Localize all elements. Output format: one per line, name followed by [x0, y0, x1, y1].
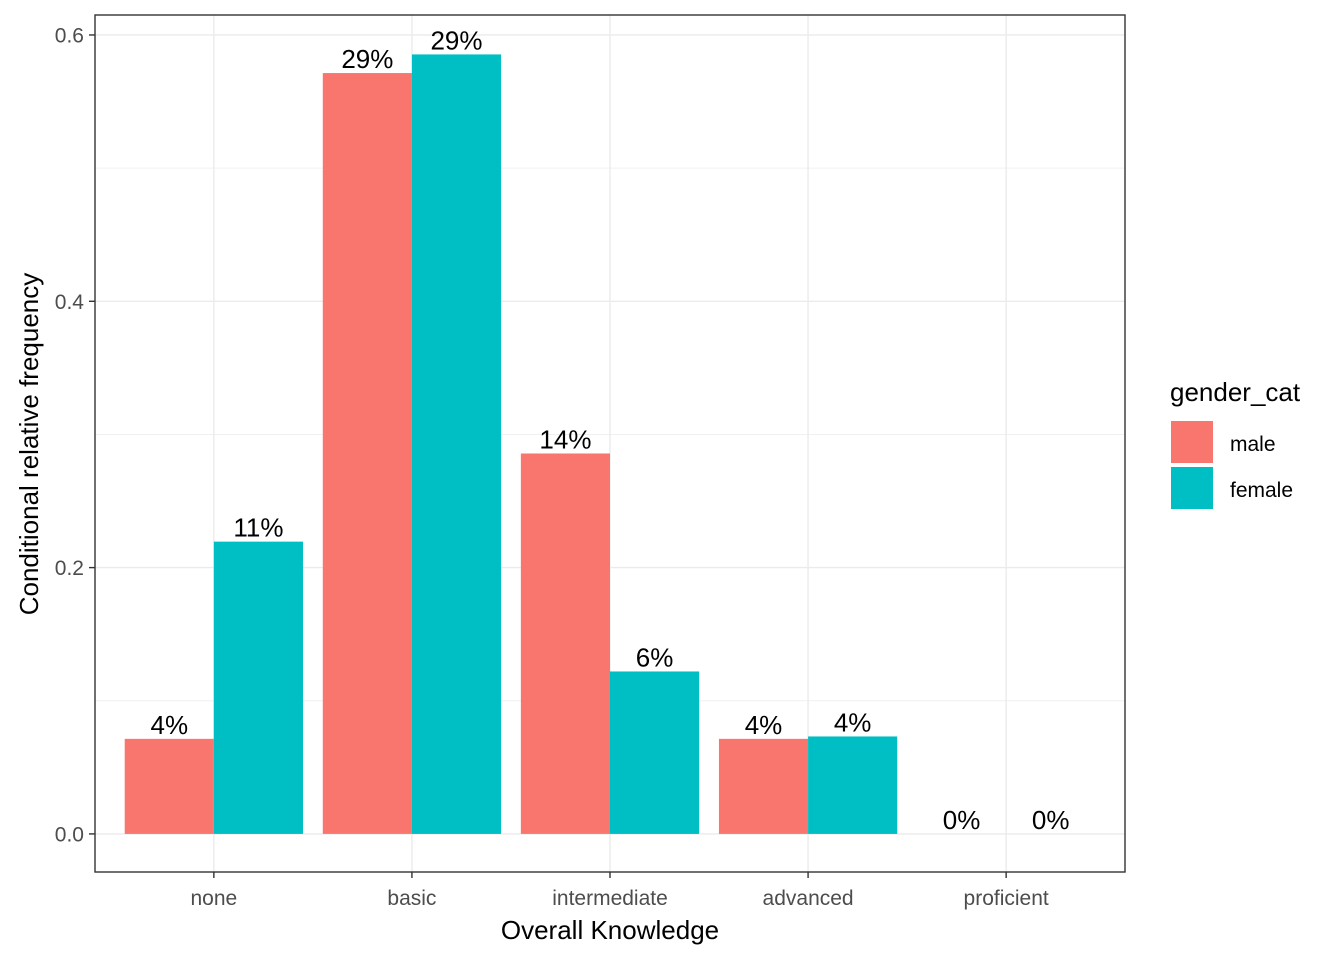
- bar-label-female-none: 11%: [233, 513, 283, 543]
- bar-female-intermediate: [610, 671, 700, 834]
- bars: [124, 54, 898, 834]
- x-tick-label-advanced: advanced: [763, 887, 854, 910]
- bar-label-male-basic: 29%: [341, 44, 393, 74]
- x-axis-title: Overall Knowledge: [501, 915, 719, 945]
- x-tick-label-basic: basic: [387, 887, 436, 910]
- bar-label-male-intermediate: 14%: [539, 424, 591, 454]
- x-tick-label-intermediate: intermediate: [552, 887, 668, 910]
- x-tick-label-none: none: [190, 887, 237, 910]
- bar-female-basic: [411, 54, 502, 834]
- bar-label-male-proficient: 0%: [943, 805, 981, 835]
- x-tick-label-proficient: proficient: [964, 887, 1049, 910]
- bar-label-male-none: 4%: [150, 710, 188, 740]
- y-tick-label: 0.0: [55, 823, 84, 846]
- y-tick-label: 0.2: [55, 557, 84, 580]
- legend-title: gender_cat: [1170, 377, 1301, 407]
- legend-label-female: female: [1230, 479, 1293, 502]
- y-axis: 0.0 0.2 0.4 0.6: [55, 24, 95, 846]
- bar-male-none: [124, 738, 214, 834]
- bar-label-female-advanced: 4%: [834, 707, 872, 737]
- bar-male-intermediate: [520, 453, 610, 834]
- bar-label-female-basic: 29%: [430, 25, 482, 55]
- legend-key-male: [1171, 421, 1213, 463]
- bar-male-advanced: [718, 738, 809, 834]
- legend-label-male: male: [1230, 433, 1276, 456]
- bar-female-advanced: [808, 736, 898, 834]
- bar-labels: 4% 11% 29% 29% 14% 6% 4% 4% 0% 0%: [150, 25, 1069, 835]
- bar-label-male-advanced: 4%: [745, 710, 783, 740]
- bar-female-none: [213, 541, 303, 834]
- y-axis-title: Conditional relative frequency: [14, 273, 44, 616]
- y-tick-label: 0.6: [55, 24, 84, 47]
- y-tick-label: 0.4: [55, 291, 85, 314]
- bar-label-female-intermediate: 6%: [636, 642, 674, 672]
- legend-key-female: [1171, 467, 1213, 509]
- legend: gender_cat male female: [1170, 377, 1301, 509]
- x-axis: none basic intermediate advanced proficient: [190, 872, 1049, 910]
- bar-male-basic: [322, 73, 412, 834]
- bar-label-female-proficient: 0%: [1032, 805, 1070, 835]
